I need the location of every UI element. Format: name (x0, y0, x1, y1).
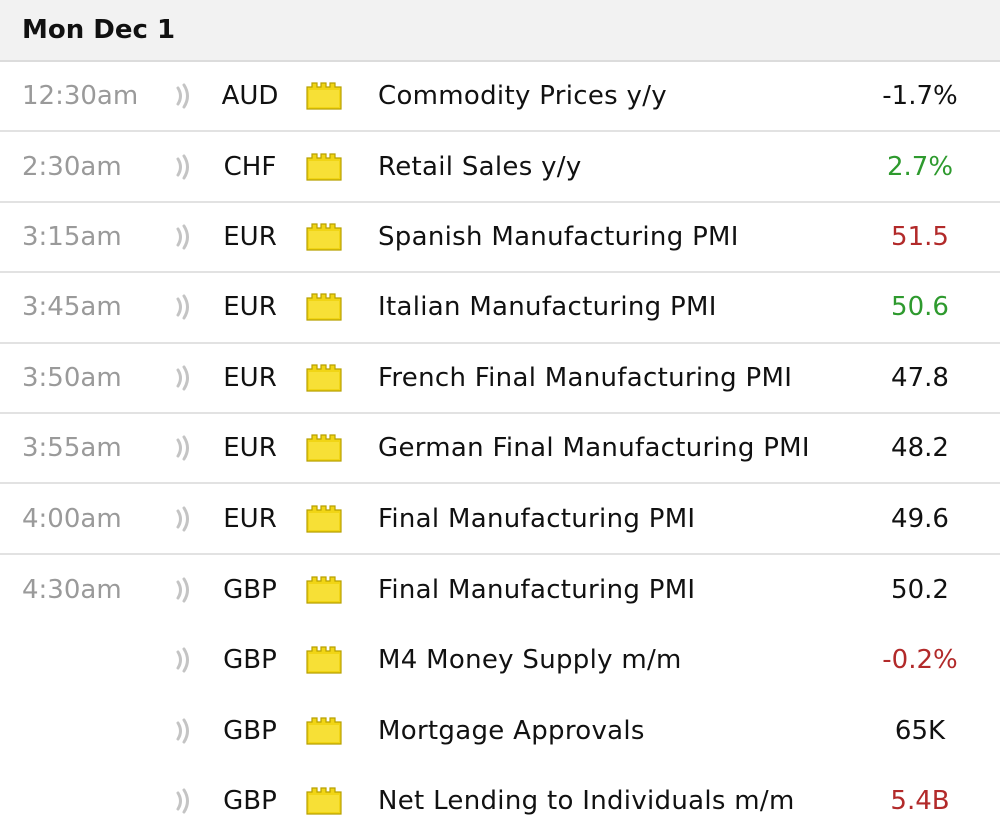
event-name: German Final Manufacturing PMI (378, 433, 810, 464)
event-time (22, 766, 162, 836)
folder-icon (304, 484, 344, 552)
event-currency: EUR (223, 221, 277, 252)
event-row[interactable]: GBP Mortgage Approvals 65K (0, 695, 1000, 766)
event-time: 3:45am (22, 292, 122, 323)
event-time: 4:00am (22, 503, 122, 534)
event-name: Commodity Prices y/y (378, 81, 667, 112)
event-currency: EUR (223, 433, 277, 464)
speaker-icon (172, 132, 196, 200)
event-currency: EUR (223, 362, 277, 393)
event-value: 50.6 (891, 292, 949, 323)
event-currency: EUR (223, 292, 277, 323)
event-value: 48.2 (891, 433, 949, 464)
event-name: Mortgage Approvals (378, 715, 645, 746)
event-currency: GBP (223, 715, 277, 746)
event-list: 12:30am AUD Commodity Prices y/y -1.7% 2… (0, 62, 1000, 836)
event-value: 49.6 (891, 503, 949, 534)
event-currency: CHF (223, 151, 277, 182)
speaker-icon (172, 484, 196, 552)
event-name: Retail Sales y/y (378, 151, 582, 182)
event-currency: GBP (223, 574, 277, 605)
event-name: Final Manufacturing PMI (378, 503, 696, 534)
event-value: 50.2 (891, 574, 949, 605)
folder-icon (304, 555, 344, 625)
event-time: 4:30am (22, 574, 122, 605)
folder-icon (304, 766, 344, 836)
speaker-icon (172, 344, 196, 412)
event-value: 65K (894, 715, 946, 746)
speaker-icon (172, 766, 196, 836)
event-time (22, 625, 162, 695)
event-time: 3:15am (22, 221, 122, 252)
speaker-icon (172, 414, 196, 482)
speaker-icon (172, 696, 196, 766)
speaker-icon (172, 203, 196, 271)
event-name: Spanish Manufacturing PMI (378, 221, 739, 252)
folder-icon (304, 696, 344, 766)
event-time: 3:55am (22, 433, 122, 464)
speaker-icon (172, 62, 196, 130)
folder-icon (304, 203, 344, 271)
folder-icon (304, 132, 344, 200)
event-currency: GBP (223, 786, 277, 817)
event-row[interactable]: 3:45am EUR Italian Manufacturing PMI 50.… (0, 273, 1000, 344)
event-row[interactable]: 3:55am EUR German Final Manufacturing PM… (0, 413, 1000, 485)
event-time: 2:30am (22, 151, 122, 182)
event-value: -1.7% (882, 81, 958, 112)
event-row[interactable]: 3:15am EUR Spanish Manufacturing PMI 51.… (0, 202, 1000, 274)
event-row[interactable]: 2:30am CHF Retail Sales y/y 2.7% (0, 132, 1000, 203)
folder-icon (304, 273, 344, 341)
event-row[interactable]: 3:50am EUR French Final Manufacturing PM… (0, 343, 1000, 414)
event-name: Net Lending to Individuals m/m (378, 786, 795, 817)
folder-icon (304, 625, 344, 695)
event-name: French Final Manufacturing PMI (378, 362, 793, 393)
event-row[interactable]: GBP M4 Money Supply m/m -0.2% (0, 625, 1000, 696)
event-time: 12:30am (22, 81, 139, 112)
event-value: 47.8 (891, 362, 949, 393)
event-currency: GBP (223, 645, 277, 676)
event-value: 5.4B (890, 786, 950, 817)
event-row[interactable]: 12:30am AUD Commodity Prices y/y -1.7% (0, 62, 1000, 133)
event-time (22, 696, 162, 766)
event-value: 51.5 (891, 221, 949, 252)
event-row[interactable]: 4:30am GBP Final Manufacturing PMI 50.2 (0, 554, 1000, 626)
event-value: 2.7% (886, 151, 954, 182)
event-currency: EUR (223, 503, 277, 534)
event-name: Italian Manufacturing PMI (378, 292, 717, 323)
day-header: Mon Dec 1 (0, 0, 1000, 62)
speaker-icon (172, 625, 196, 695)
speaker-icon (172, 555, 196, 625)
event-value: -0.2% (882, 645, 958, 676)
event-name: Final Manufacturing PMI (378, 574, 696, 605)
speaker-icon (172, 273, 196, 341)
event-time: 3:50am (22, 362, 122, 393)
event-row[interactable]: 4:00am EUR Final Manufacturing PMI 49.6 (0, 484, 1000, 555)
event-currency: AUD (221, 81, 279, 112)
day-title: Mon Dec 1 (22, 15, 176, 45)
event-row[interactable]: GBP Net Lending to Individuals m/m 5.4B (0, 765, 1000, 836)
event-name: M4 Money Supply m/m (378, 645, 682, 676)
folder-icon (304, 344, 344, 412)
folder-icon (304, 62, 344, 130)
folder-icon (304, 414, 344, 482)
